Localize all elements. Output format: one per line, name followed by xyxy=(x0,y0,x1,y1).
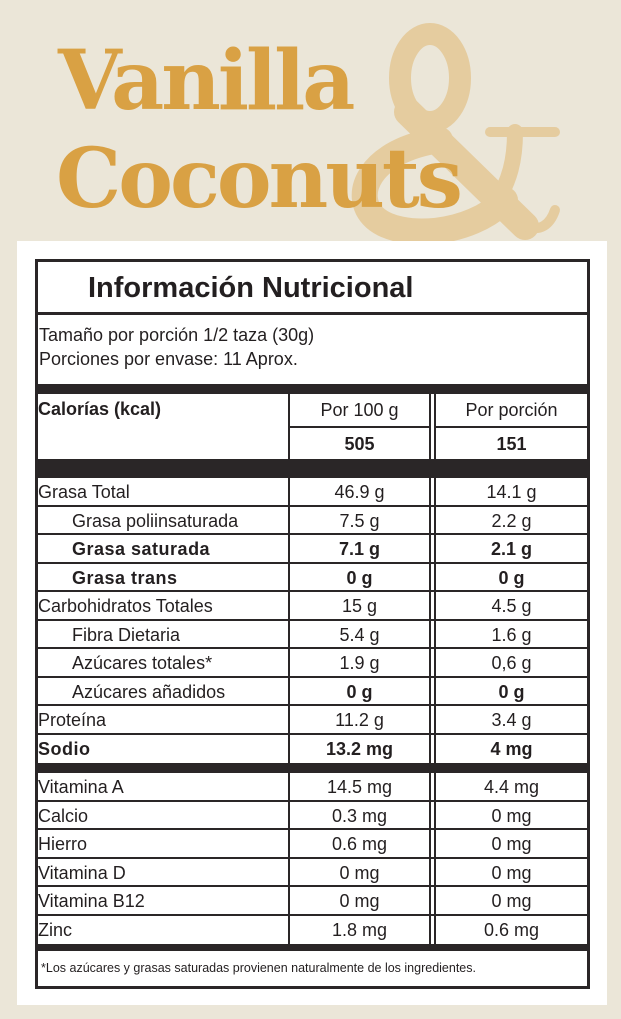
brand-ampersand-graphic xyxy=(351,23,560,241)
col-header-per-serving: Por porción xyxy=(436,394,587,428)
value-per100: 7.1 g xyxy=(288,535,431,562)
servings-per-container: Porciones por envase: 11 Aprox. xyxy=(39,349,298,369)
value-per100: 7.5 g xyxy=(288,506,431,533)
divider-band xyxy=(38,384,587,394)
value-per-serving: 4.4 mg xyxy=(434,773,587,800)
col-per-serving: Por porción 151 xyxy=(434,394,587,459)
table-row: Vitamina D 0 mg 0 mg xyxy=(38,858,587,887)
brand-logo: Vanilla Coconuts xyxy=(0,0,621,241)
nutrient-name: Vitamina A xyxy=(38,777,124,797)
value-per-serving: 14.1 g xyxy=(434,478,587,505)
value-per100: 0 g xyxy=(288,677,431,704)
brand-line-1: Vanilla xyxy=(58,33,355,129)
value-per-serving: 0.6 mg xyxy=(434,915,587,944)
nutrients-section: Grasa Total 46.9 g 14.1 g Grasa poliinsatur… xyxy=(38,478,587,763)
value-per100: 11.2 g xyxy=(288,706,431,733)
table-row: Hierro 0.6 mg 0 mg xyxy=(38,830,587,859)
divider-band xyxy=(38,459,587,478)
value-per100: 0.6 mg xyxy=(288,830,431,857)
nutrient-name: Azúcares totales* xyxy=(72,653,213,673)
calories-row: Calorías (kcal) Por 100 g 505 Por porció… xyxy=(38,394,587,459)
nutrition-facts-table: Información Nutricional Tamaño por porci… xyxy=(35,259,590,989)
table-row: Grasa Total 46.9 g 14.1 g xyxy=(38,478,587,507)
value-per-serving: 2.1 g xyxy=(434,535,587,562)
value-per-serving: 3.4 g xyxy=(434,706,587,733)
value-per100: 15 g xyxy=(288,592,431,619)
value-per100: 0 g xyxy=(288,563,431,590)
value-per-serving: 4.5 g xyxy=(434,592,587,619)
brand-line-2: Coconuts xyxy=(56,131,463,227)
footnote: *Los azúcares y grasas saturadas provien… xyxy=(41,961,476,975)
value-per100: 46.9 g xyxy=(288,478,431,505)
table-row: Sodio 13.2 mg 4 mg xyxy=(38,734,587,763)
table-row: Carbohidratos Totales 15 g 4.5 g xyxy=(38,592,587,621)
value-per-serving: 0 mg xyxy=(434,887,587,914)
value-per-serving: 0 g xyxy=(434,677,587,704)
value-per-serving: 0 mg xyxy=(434,830,587,857)
table-row: Calcio 0.3 mg 0 mg xyxy=(38,801,587,830)
col-header-per100: Por 100 g xyxy=(290,394,429,428)
nutrient-name: Grasa poliinsaturada xyxy=(72,510,239,531)
nutrient-name: Sodio xyxy=(38,738,91,759)
value-per-serving: 0,6 g xyxy=(434,649,587,676)
nutrient-name: Carbohidratos Totales xyxy=(38,596,213,616)
divider-band xyxy=(38,944,587,951)
value-per100: 1.9 g xyxy=(288,649,431,676)
value-per-serving: 0 mg xyxy=(434,858,587,885)
nutrient-name: Fibra Dietaria xyxy=(72,624,181,645)
table-row: Azúcares totales* 1.9 g 0,6 g xyxy=(38,649,587,678)
nutrient-name: Proteína xyxy=(38,710,107,730)
nutrient-name: Grasa Total xyxy=(38,482,130,502)
nutrient-name: Azúcares añadidos xyxy=(72,681,226,702)
value-per-serving: 0 mg xyxy=(434,801,587,828)
value-per-serving: 4 mg xyxy=(434,734,587,763)
nutrient-name: Zinc xyxy=(38,919,73,940)
nutrient-name: Hierro xyxy=(38,834,88,854)
value-per100: 1.8 mg xyxy=(288,915,431,944)
value-per100: 0.3 mg xyxy=(288,801,431,828)
value-per100: 0 mg xyxy=(288,887,431,914)
table-row: Vitamina A 14.5 mg 4.4 mg xyxy=(38,773,587,802)
serving-info: Tamaño por porción 1/2 taza (30g) Porcio… xyxy=(38,315,587,384)
table-row: Grasa poliinsaturada 7.5 g 2.2 g xyxy=(38,506,587,535)
calories-per100: 505 xyxy=(344,434,375,454)
table-row: Zinc 1.8 mg 0.6 mg xyxy=(38,915,587,944)
table-row: Vitamina B12 0 mg 0 mg xyxy=(38,887,587,916)
table-row: Fibra Dietaria 5.4 g 1.6 g xyxy=(38,620,587,649)
serving-size: Tamaño por porción 1/2 taza (30g) xyxy=(39,325,315,345)
table-row: Proteína 11.2 g 3.4 g xyxy=(38,706,587,735)
calories-per-serving: 151 xyxy=(496,434,527,454)
table-row: Grasa saturada 7.1 g 2.1 g xyxy=(38,535,587,564)
divider-band xyxy=(38,763,587,773)
value-per100: 0 mg xyxy=(288,858,431,885)
value-per-serving: 0 g xyxy=(434,563,587,590)
value-per100: 14.5 mg xyxy=(288,773,431,800)
calories-label: Calorías (kcal) xyxy=(38,399,162,419)
nutrient-name: Grasa trans xyxy=(72,567,178,588)
nutrient-name: Vitamina B12 xyxy=(38,891,145,911)
vitamins-section: Vitamina A 14.5 mg 4.4 mg Calcio 0.3 mg 0 mg H… xyxy=(38,773,587,944)
value-per100: 13.2 mg xyxy=(288,734,431,763)
nutrient-name: Grasa saturada xyxy=(72,539,211,559)
col-per100: Por 100 g 505 xyxy=(288,394,431,459)
value-per100: 5.4 g xyxy=(288,620,431,647)
value-per-serving: 2.2 g xyxy=(434,506,587,533)
value-per-serving: 1.6 g xyxy=(434,620,587,647)
nutrient-name: Vitamina D xyxy=(38,862,126,883)
nutrient-name: Calcio xyxy=(38,805,89,826)
label-title: Información Nutricional xyxy=(38,262,587,315)
